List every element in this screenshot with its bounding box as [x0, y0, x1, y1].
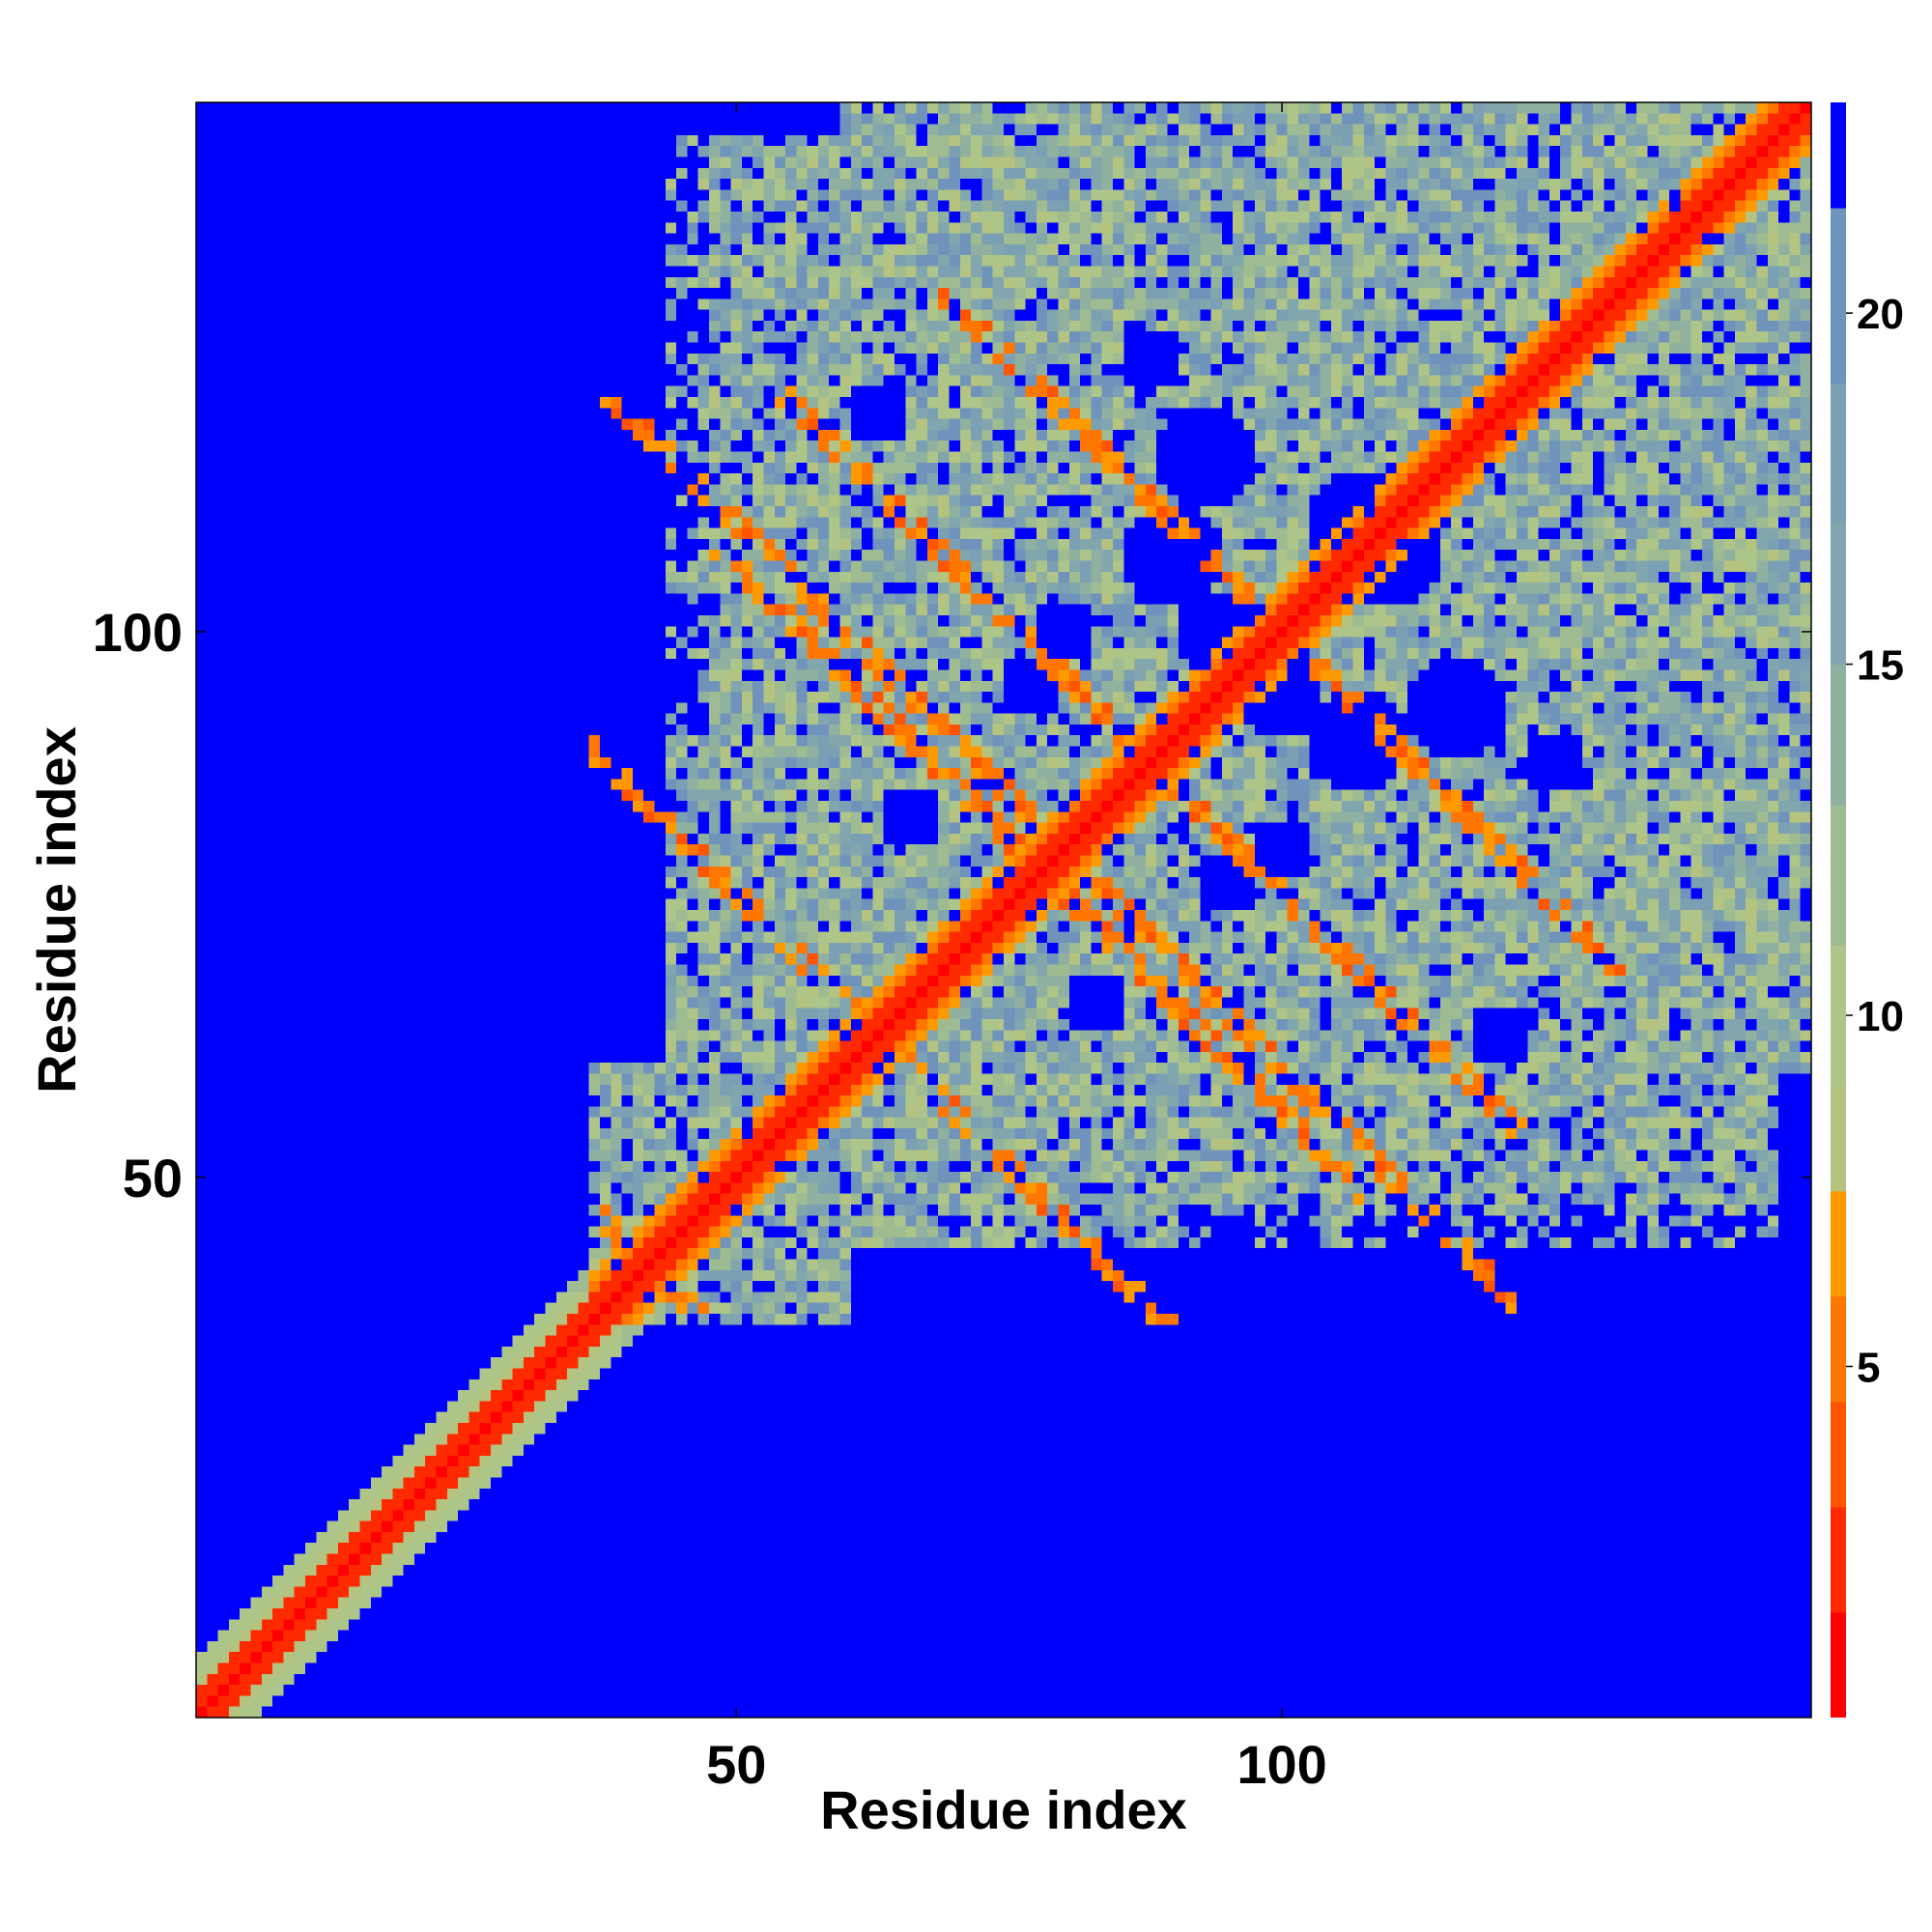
y-tick-label-100: 100: [93, 602, 183, 663]
colorbar-band-11: [1831, 208, 1846, 384]
colorbar-tick-label-10: 10: [1857, 993, 1904, 1040]
colorbar-band-6: [1831, 945, 1846, 1087]
colorbar-band-8: [1831, 664, 1846, 806]
colorbar-band-4: [1831, 1190, 1846, 1297]
x-axis-label: Residue index: [820, 1779, 1187, 1840]
colorbar-band-0: [1831, 1611, 1846, 1718]
heatmap-grid: [196, 102, 1811, 1718]
y-tick-label-50: 50: [123, 1148, 183, 1208]
x-tick-label-100: 100: [1236, 1734, 1326, 1795]
colorbar-band-7: [1831, 804, 1846, 946]
colorbar-band-12: [1831, 102, 1846, 209]
colorbar-band-2: [1831, 1401, 1846, 1508]
colorbar-band-5: [1831, 1085, 1846, 1192]
colorbar-band-10: [1831, 383, 1846, 525]
colorbar-band-9: [1831, 524, 1846, 666]
colorbar-ticks: 5 10 15 20: [1846, 291, 1904, 1392]
y-axis-label: Residue index: [26, 726, 87, 1094]
colorbar-tick-label-20: 20: [1857, 291, 1904, 338]
colorbar-band-1: [1831, 1506, 1846, 1613]
colorbar-tick-label-5: 5: [1857, 1345, 1880, 1392]
colorbar-tick-label-15: 15: [1857, 642, 1904, 690]
colorbar-band-3: [1831, 1295, 1846, 1403]
x-tick-label-50: 50: [706, 1734, 766, 1795]
colorbar: [1831, 102, 1846, 1718]
